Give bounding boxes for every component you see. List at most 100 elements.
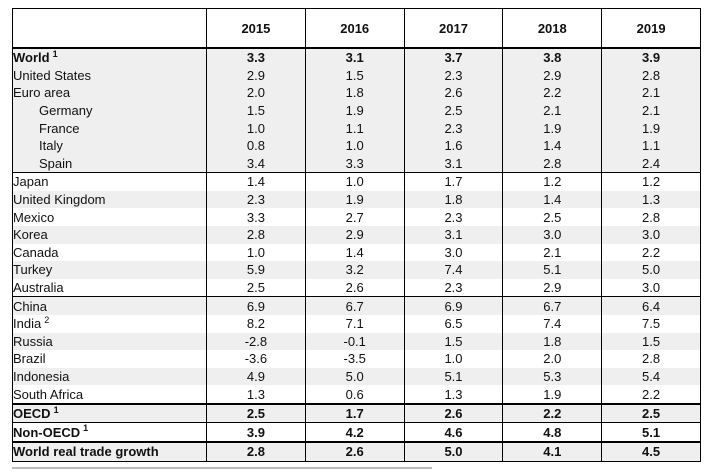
value-cell: 2.2 xyxy=(502,402,603,423)
row-label-text: World xyxy=(13,50,50,66)
table-row: Australia 2.5 2.6 2.3 2.9 3.0 xyxy=(12,278,701,297)
row-label-text: OECD xyxy=(13,406,51,422)
row-label: Russia xyxy=(12,332,207,351)
value-cell: 1.1 xyxy=(304,119,405,137)
value-cell: 1.5 xyxy=(601,332,701,351)
value-cell: 1.4 xyxy=(502,136,603,155)
value-cell: 3.3 xyxy=(206,47,306,67)
value-cell: 0.8 xyxy=(206,136,306,155)
value-cell: 3.3 xyxy=(304,154,405,173)
value-cell: 4.9 xyxy=(206,367,306,386)
value-cell: 2.3 xyxy=(403,278,504,297)
row-label-text: Euro area xyxy=(13,85,71,101)
row-label: Italy xyxy=(12,136,207,155)
table-row: Euro area 2.0 1.8 2.6 2.2 2.1 xyxy=(12,84,701,102)
value-cell: 4.8 xyxy=(502,422,603,443)
value-cell: 1.9 xyxy=(304,101,405,120)
value-cell: 2.9 xyxy=(206,66,306,85)
table-row: Brazil -3.6 -3.5 1.0 2.0 2.8 xyxy=(12,350,701,368)
value-cell: 7.4 xyxy=(502,314,603,333)
value-cell: 2.4 xyxy=(601,154,701,173)
value-cell: 1.8 xyxy=(502,332,603,351)
value-cell: 3.2 xyxy=(304,261,405,279)
row-label: Korea xyxy=(12,225,207,244)
value-cell: 1.9 xyxy=(304,190,405,209)
value-cell: 2.3 xyxy=(403,208,504,226)
value-cell: 6.9 xyxy=(206,296,306,315)
table-row: World 1 3.3 3.1 3.7 3.8 3.9 xyxy=(12,47,701,67)
value-cell: -3.5 xyxy=(304,350,405,368)
value-cell: 1.0 xyxy=(206,243,306,262)
value-cell: 2.9 xyxy=(304,225,405,244)
header-blank-cell xyxy=(12,8,207,49)
value-cell: 2.6 xyxy=(304,441,405,462)
value-cell: 5.3 xyxy=(502,367,603,386)
table-row: Turkey 5.9 3.2 7.4 5.1 5.0 xyxy=(12,261,701,279)
value-cell: 6.7 xyxy=(304,296,405,315)
value-cell: 2.1 xyxy=(502,243,603,262)
value-cell: 7.1 xyxy=(304,314,405,333)
row-label-text: World real trade growth xyxy=(13,444,159,460)
value-cell: 1.7 xyxy=(304,402,405,423)
row-label-text: Korea xyxy=(13,227,48,243)
table-row: World real trade growth 2.8 2.6 5.0 4.1 4.5 xyxy=(12,441,701,462)
value-cell: 2.6 xyxy=(304,278,405,297)
table-row: Spain 3.4 3.3 3.1 2.8 2.4 xyxy=(12,154,701,173)
value-cell: 2.2 xyxy=(502,84,603,102)
value-cell: 1.0 xyxy=(206,119,306,137)
value-cell: 2.3 xyxy=(403,119,504,137)
row-label-text: Indonesia xyxy=(13,368,70,384)
table-row: China 6.9 6.7 6.9 6.7 6.4 xyxy=(12,296,701,315)
value-cell: 1.9 xyxy=(502,385,603,404)
value-cell: 1.5 xyxy=(304,66,405,85)
footnote-marker: 1 xyxy=(52,48,58,59)
table-row: United Kingdom 2.3 1.9 1.8 1.4 1.3 xyxy=(12,190,701,209)
value-cell: 7.5 xyxy=(601,314,701,333)
footnote-marker: 1 xyxy=(83,423,89,434)
value-cell: 1.0 xyxy=(304,136,405,155)
value-cell: 6.4 xyxy=(601,296,701,315)
value-cell: 5.0 xyxy=(601,261,701,279)
row-label-text: France xyxy=(39,120,80,136)
value-cell: 1.2 xyxy=(601,172,701,191)
row-label: Indonesia xyxy=(12,367,207,386)
table-row: South Africa 1.3 0.6 1.3 1.9 2.2 xyxy=(12,385,701,404)
row-label-text: Australia xyxy=(13,280,64,296)
row-label: South Africa xyxy=(12,385,207,404)
row-label: United States xyxy=(12,66,207,85)
value-cell: 8.2 xyxy=(206,314,306,333)
value-cell: 2.3 xyxy=(206,190,306,209)
value-cell: 3.9 xyxy=(206,422,306,443)
value-cell: 2.5 xyxy=(601,402,701,423)
table-row: United States 2.9 1.5 2.3 2.9 2.8 xyxy=(12,66,701,85)
value-cell: 5.4 xyxy=(601,367,701,386)
value-cell: 2.0 xyxy=(502,350,603,368)
table-row: Korea 2.8 2.9 3.1 3.0 3.0 xyxy=(12,225,701,244)
value-cell: 1.9 xyxy=(601,119,701,137)
row-label: Mexico xyxy=(12,208,207,226)
row-label: World real trade growth xyxy=(12,441,207,462)
table-row: Canada 1.0 1.4 3.0 2.1 2.2 xyxy=(12,243,701,262)
value-cell: 1.0 xyxy=(304,172,405,191)
table-row: Japan 1.4 1.0 1.7 1.2 1.2 xyxy=(12,172,701,191)
value-cell: 2.5 xyxy=(502,208,603,226)
value-cell: 3.1 xyxy=(304,47,405,67)
row-label-text: Italy xyxy=(39,138,63,154)
row-label: Brazil xyxy=(12,350,207,368)
value-cell: 1.8 xyxy=(304,84,405,102)
value-cell: 1.2 xyxy=(502,172,603,191)
value-cell: 2.8 xyxy=(601,208,701,226)
value-cell: 1.4 xyxy=(206,172,306,191)
value-cell: 1.4 xyxy=(502,190,603,209)
value-cell: 5.1 xyxy=(502,261,603,279)
footnote-marker: 2 xyxy=(44,314,50,325)
value-cell: 2.9 xyxy=(502,66,603,85)
table-row: France 1.0 1.1 2.3 1.9 1.9 xyxy=(12,119,701,137)
value-cell: 1.4 xyxy=(304,243,405,262)
year-header: 2016 xyxy=(304,8,405,49)
year-header: 2017 xyxy=(403,8,504,49)
row-label: Turkey xyxy=(12,261,207,279)
value-cell: 1.3 xyxy=(601,190,701,209)
row-label-text: Mexico xyxy=(13,209,55,225)
row-label: Euro area xyxy=(12,84,207,102)
